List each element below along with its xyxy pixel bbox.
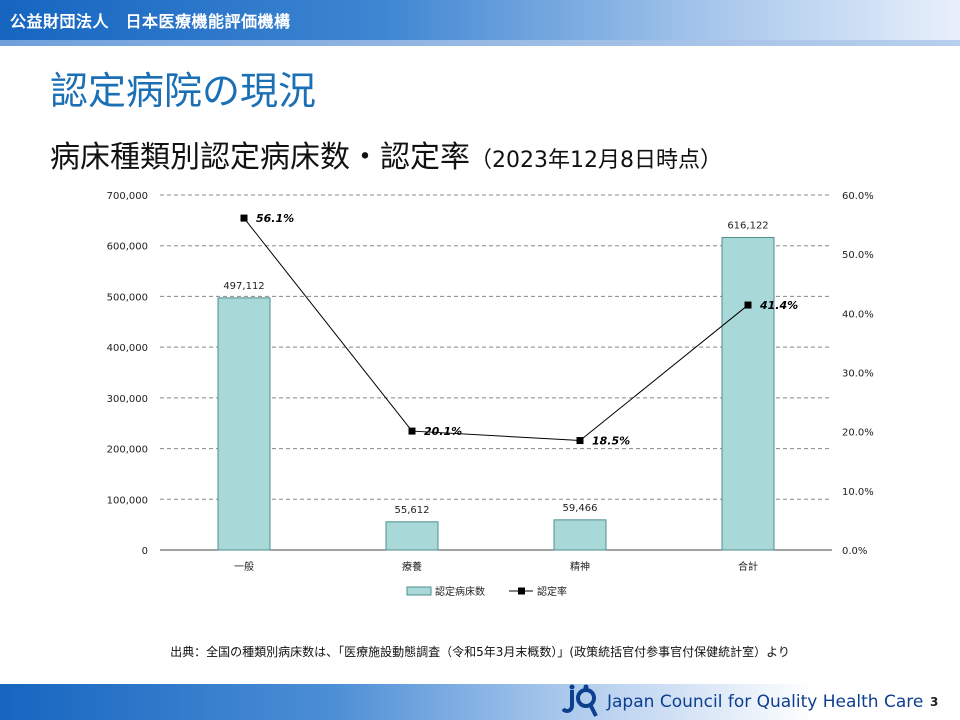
y-left-tick-label: 300,000 — [107, 394, 148, 405]
combo-chart: 0 100,000 200,000 300,000 400,000 500,000 600,… — [107, 191, 874, 598]
subtitle-main: 病床種類別認定病床数・認定率 — [50, 140, 470, 175]
header-bar: 公益財団法人 日本医療機能評価機構 — [0, 0, 960, 40]
bar — [721, 237, 775, 551]
bar-data-label: 55,612 — [395, 505, 430, 516]
y-left-tick-label: 700,000 — [107, 191, 148, 202]
y-right-tick-label: 40.0% — [842, 309, 874, 320]
legend-label-line: 認定率 — [537, 585, 567, 598]
bar-data-label: 616,122 — [727, 221, 768, 232]
line-data-label: 56.1% — [256, 212, 294, 225]
y-right-tick-label: 0.0% — [842, 546, 867, 557]
x-tick-label: 療養 — [402, 560, 422, 573]
line-data-label: 18.5% — [592, 435, 630, 448]
bar — [385, 521, 439, 551]
bar-data-label: 59,466 — [563, 503, 598, 514]
y-left-tick-label: 100,000 — [107, 495, 148, 506]
slide-title: 認定病院の現況 — [50, 69, 317, 113]
y-left-tick-label: 0 — [142, 546, 148, 557]
subtitle-date: （2023年12月8日時点） — [470, 148, 722, 173]
legend-swatch-bar — [406, 586, 432, 596]
line-data-label: 20.1% — [424, 425, 462, 438]
slide-subtitle: 病床種類別認定病床数・認定率（2023年12月8日時点） — [50, 132, 722, 176]
legend-swatch-marker — [518, 587, 525, 595]
y-left-tick-label: 600,000 — [107, 242, 148, 253]
line-point — [744, 301, 752, 309]
y-right-tick-label: 30.0% — [842, 369, 874, 380]
y-right-tick-label: 20.0% — [842, 428, 874, 439]
y-right-tick-label: 60.0% — [842, 191, 874, 202]
line-point — [240, 214, 248, 222]
y-left-tick-label: 400,000 — [107, 343, 148, 354]
page-number: 3 — [930, 695, 939, 709]
line-data-label: 41.4% — [759, 299, 798, 312]
bar — [553, 519, 607, 551]
y-right-tick-label: 10.0% — [842, 487, 874, 498]
line-point — [576, 437, 584, 445]
bar-data-label: 497,112 — [223, 281, 264, 292]
y-right-tick-label: 50.0% — [842, 250, 874, 261]
x-tick-label: 一般 — [234, 560, 254, 573]
bar — [217, 297, 271, 551]
y-left-tick-label: 500,000 — [107, 292, 148, 303]
x-tick-label: 合計 — [738, 560, 758, 573]
legend-label-bar: 認定病床数 — [435, 585, 485, 598]
x-tick-label: 精神 — [570, 560, 590, 573]
y-left-tick-label: 200,000 — [107, 445, 148, 456]
jq-logo-icon — [562, 684, 598, 717]
footer-bar — [0, 684, 960, 720]
organization-name: 公益財団法人 日本医療機能評価機構 — [10, 12, 291, 31]
series-line — [243, 217, 749, 442]
source-note: 出典：全国の種類別病床数は、「医療施設動態調査（令和5年3月末概数）」(政策統括… — [170, 645, 790, 659]
footer-organization-name: Japan Council for Quality Health Care — [607, 692, 924, 712]
line-point — [408, 427, 416, 435]
header-stripe — [0, 40, 960, 46]
